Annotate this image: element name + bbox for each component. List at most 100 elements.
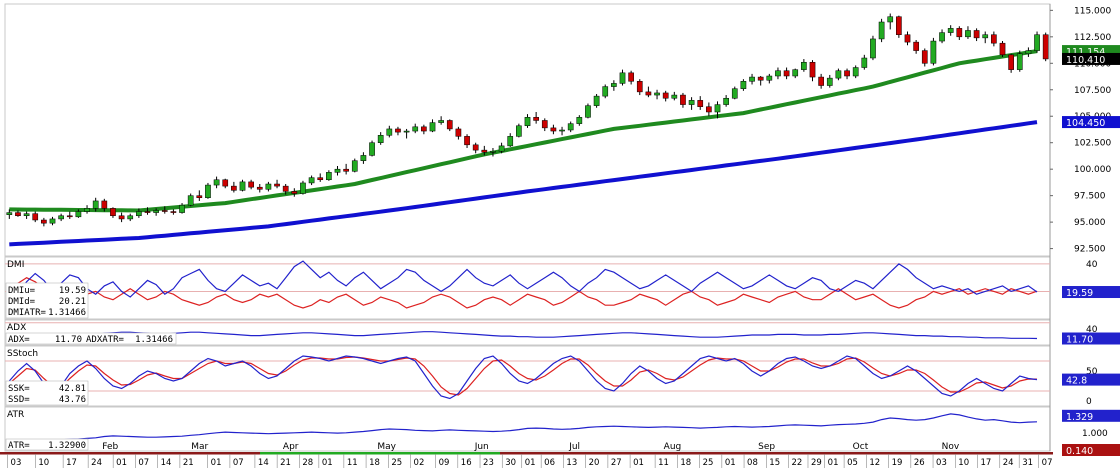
- candle-body: [809, 61, 816, 78]
- candle-body: [136, 211, 142, 217]
- day-label: 02: [414, 458, 425, 468]
- candle-body: [256, 186, 263, 190]
- candle-body: [965, 30, 971, 38]
- adx-tick-label: 40: [1086, 325, 1098, 335]
- candle-body: [429, 122, 436, 132]
- day-label: 07: [233, 458, 244, 468]
- candle-body: [300, 182, 306, 194]
- candle-body: [343, 168, 349, 172]
- time-axis-segment: [260, 452, 500, 455]
- candle-body: [110, 208, 116, 217]
- adx-panel-title: ADX: [7, 323, 26, 333]
- candle-body: [282, 185, 289, 192]
- candle-body: [887, 16, 894, 23]
- atr-tick-label: 1.000: [1082, 429, 1108, 439]
- day-label: 25: [703, 458, 714, 468]
- candle-body: [75, 211, 82, 218]
- candle-body: [205, 184, 211, 199]
- atr-panel-title: ATR: [7, 410, 24, 420]
- candle-body: [585, 105, 591, 118]
- candle-body: [412, 126, 419, 132]
- adx-line: [9, 331, 1038, 340]
- moving-average-blue-line: [9, 120, 1038, 247]
- day-label: 15: [769, 458, 780, 468]
- adxatr-readout-value: 1.31466: [135, 335, 173, 345]
- day-label: 24: [91, 458, 102, 468]
- candle-body: [196, 195, 203, 199]
- candle-body: [567, 123, 574, 131]
- candle-body: [49, 218, 56, 224]
- candle-body: [317, 177, 324, 181]
- candle-body: [144, 211, 151, 213]
- candle-body: [939, 32, 945, 42]
- dmi-readout-value: 1.31466: [48, 308, 86, 318]
- candle-body: [1042, 34, 1049, 60]
- day-label: 10: [958, 458, 969, 468]
- adx-value-tag: 11.70: [1066, 335, 1093, 346]
- candle-body: [6, 212, 13, 215]
- day-label: 25: [391, 458, 402, 468]
- sstoch-value-tag: 42.8: [1066, 376, 1087, 387]
- candle-body: [481, 149, 488, 153]
- day-label: 06: [544, 458, 555, 468]
- candle-body: [688, 100, 695, 105]
- atr-value-tag: 1.329: [1066, 412, 1093, 423]
- candle-body: [23, 213, 30, 217]
- candle-body: [472, 144, 479, 151]
- price-tick-label: 100.000: [1074, 165, 1111, 175]
- day-label: 01: [828, 458, 839, 468]
- day-label: 21: [280, 458, 291, 468]
- price-tick-label: 95.000: [1074, 218, 1106, 228]
- candle-body: [395, 128, 401, 133]
- dmi-plus-line: [8, 260, 1038, 303]
- candle-body: [680, 94, 686, 105]
- candle-body: [386, 128, 393, 136]
- candle-body: [516, 125, 522, 137]
- day-label: 14: [258, 458, 269, 468]
- candle-body: [84, 208, 90, 212]
- candle-body: [671, 94, 678, 99]
- atr-line: [9, 413, 1038, 442]
- candle-body: [170, 211, 177, 213]
- day-label: 22: [792, 458, 803, 468]
- candle-body: [455, 128, 462, 137]
- candle-body: [619, 72, 626, 84]
- candle-body: [956, 28, 963, 38]
- dmi-value-tag: 19.59: [1066, 288, 1093, 299]
- candle-body: [438, 120, 444, 123]
- candle-body: [118, 215, 125, 220]
- candle-body: [41, 219, 47, 224]
- day-label: 01: [211, 458, 222, 468]
- candle-body: [602, 86, 609, 97]
- candle-body: [878, 21, 885, 40]
- candle-body: [464, 136, 470, 146]
- candle-body: [291, 191, 298, 194]
- candle-body: [611, 83, 617, 87]
- candle-body: [731, 88, 738, 99]
- adx-value-tag-bg: [1062, 332, 1120, 345]
- sstoch-k-line: [8, 355, 1038, 400]
- candle-body: [265, 183, 272, 190]
- dmi-readout-value: 19.59: [59, 286, 86, 296]
- candle-body: [213, 179, 220, 186]
- day-label: 07: [138, 458, 149, 468]
- sstoch-value-tag-bg: [1062, 373, 1120, 386]
- candle-body: [360, 155, 367, 161]
- dmi-readout-box: [5, 282, 89, 319]
- candle-body: [593, 95, 600, 106]
- candle-body: [723, 97, 729, 105]
- month-label: Oct: [853, 442, 869, 452]
- candle-body: [326, 172, 332, 181]
- sstoch-readout-label: SSD=: [8, 395, 30, 405]
- price-tick-label: 97.500: [1074, 192, 1106, 202]
- dmi-readout-value: 20.21: [59, 297, 86, 307]
- candle-body: [1025, 50, 1032, 55]
- month-label: Apr: [283, 442, 299, 452]
- day-label: 28: [302, 458, 313, 468]
- candle-body: [559, 129, 565, 132]
- day-label: 01: [525, 458, 536, 468]
- candle-body: [1008, 54, 1014, 70]
- candle-body: [991, 34, 997, 44]
